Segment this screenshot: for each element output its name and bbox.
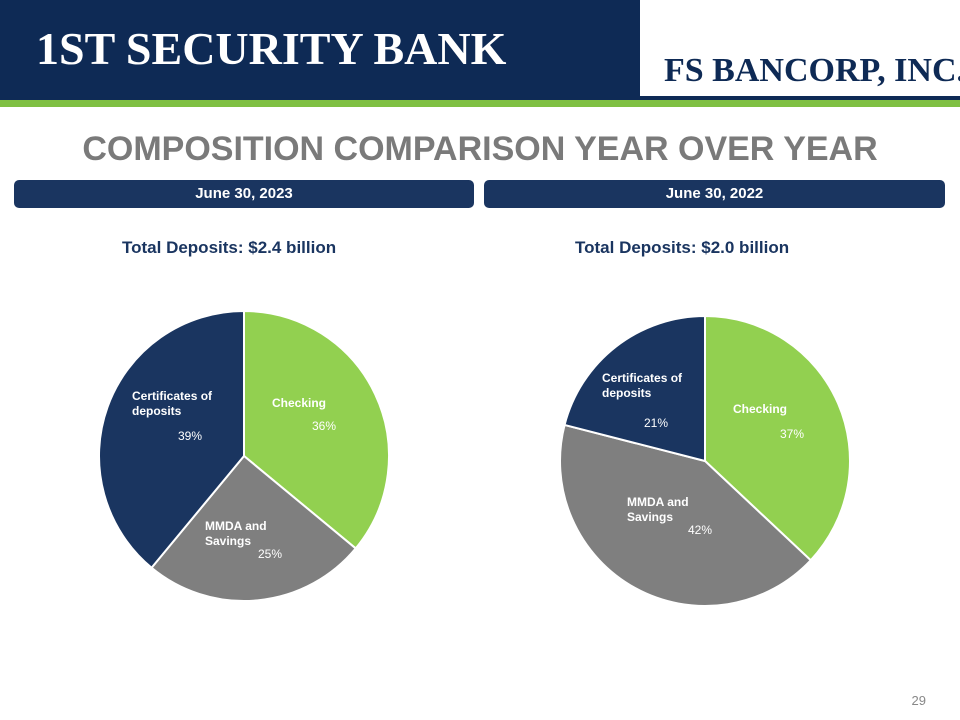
slice-label-2022-mmda-and-savings: MMDA and Savings <box>627 495 689 524</box>
header-banner <box>0 0 640 100</box>
slice-label-2023-certificates-of-deposits: Certificates of deposits <box>132 389 213 418</box>
slice-label-2022-certificates-of-deposits: Certificates of deposits <box>602 371 683 400</box>
period-header-2023: June 30, 2023 <box>14 180 474 208</box>
slice-label-2023-mmda-and-savings: MMDA and Savings <box>205 519 267 548</box>
page-title: COMPOSITION COMPARISON YEAR OVER YEAR <box>82 130 878 168</box>
chart-title-2023: Total Deposits: $2.4 billion <box>122 238 337 257</box>
page-number: 29 <box>911 693 926 708</box>
parent-company-logo-text: FS BANCORP, INC. <box>664 52 960 89</box>
pie-slice-2022-mmda-and-savings <box>559 423 813 607</box>
slice-value-2023-certificates-of-deposits: 39% <box>178 429 202 443</box>
slice-label-2022-checking: Checking <box>733 402 787 416</box>
slice-value-2023-mmda-and-savings: 25% <box>258 547 282 561</box>
slice-label-2023-checking: Checking <box>272 396 326 410</box>
header-divider <box>640 96 960 100</box>
pie-slice-2023-certificates-of-deposits <box>98 309 245 570</box>
chart-title-2022: Total Deposits: $2.0 billion <box>575 238 790 257</box>
pie-slice-2022-checking <box>704 314 851 562</box>
period-header-2022: June 30, 2022 <box>484 180 945 208</box>
slice-value-2023-checking: 36% <box>312 419 336 433</box>
accent-bar <box>0 100 960 107</box>
bank-logo-text: 1ST SECURITY BANK <box>36 23 507 74</box>
slice-value-2022-certificates-of-deposits: 21% <box>644 416 668 430</box>
slice-value-2022-mmda-and-savings: 42% <box>688 523 712 537</box>
pie-slice-2023-checking <box>243 309 390 550</box>
pie-slice-2023-mmda-and-savings <box>150 454 358 602</box>
slice-value-2022-checking: 37% <box>780 427 804 441</box>
pie-slice-2022-certificates-of-deposits <box>563 314 706 463</box>
